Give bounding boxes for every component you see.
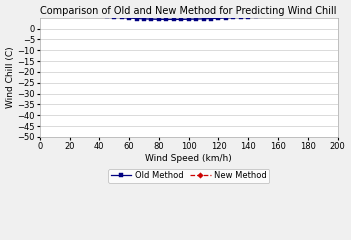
Old Method bbox=[253, 15, 258, 18]
Old Method bbox=[216, 17, 220, 20]
Old Method bbox=[283, 12, 287, 15]
New Method bbox=[82, 0, 87, 2]
Old Method bbox=[73, 8, 78, 11]
Old Method bbox=[224, 16, 228, 19]
Old Method bbox=[164, 18, 168, 21]
New Method bbox=[306, 6, 310, 8]
Old Method bbox=[105, 14, 109, 17]
Y-axis label: Wind Chill (C): Wind Chill (C) bbox=[6, 47, 14, 108]
Old Method bbox=[85, 11, 90, 14]
New Method bbox=[150, 2, 154, 5]
New Method bbox=[224, 4, 228, 7]
New Method bbox=[239, 4, 243, 7]
New Method bbox=[276, 5, 280, 8]
New Method bbox=[187, 3, 191, 6]
New Method bbox=[164, 2, 168, 5]
New Method bbox=[298, 5, 303, 8]
Old Method bbox=[201, 18, 206, 20]
Line: New Method: New Method bbox=[44, 0, 310, 9]
Old Method bbox=[261, 14, 265, 17]
New Method bbox=[120, 1, 124, 4]
New Method bbox=[283, 5, 287, 8]
Old Method bbox=[276, 13, 280, 16]
Old Method bbox=[142, 18, 146, 20]
Old Method bbox=[239, 16, 243, 18]
Old Method bbox=[157, 18, 161, 21]
New Method bbox=[157, 2, 161, 5]
New Method bbox=[71, 0, 75, 1]
New Method bbox=[142, 2, 146, 5]
Old Method bbox=[179, 18, 183, 21]
Old Method bbox=[298, 11, 303, 14]
Old Method bbox=[79, 10, 84, 12]
New Method bbox=[179, 3, 183, 6]
Old Method bbox=[88, 12, 93, 14]
New Method bbox=[112, 0, 117, 3]
Old Method bbox=[61, 3, 66, 6]
Old Method bbox=[209, 17, 213, 20]
X-axis label: Wind Speed (km/h): Wind Speed (km/h) bbox=[145, 154, 232, 163]
New Method bbox=[91, 0, 95, 2]
New Method bbox=[201, 3, 206, 6]
New Method bbox=[94, 0, 99, 2]
New Method bbox=[105, 0, 109, 3]
Line: Old Method: Old Method bbox=[44, 0, 310, 21]
Old Method bbox=[246, 15, 250, 18]
New Method bbox=[73, 0, 78, 1]
Old Method bbox=[77, 9, 81, 12]
Old Method bbox=[55, 0, 60, 3]
New Method bbox=[291, 5, 295, 8]
Legend: Old Method, New Method: Old Method, New Method bbox=[108, 169, 269, 183]
Old Method bbox=[53, 0, 57, 1]
Old Method bbox=[91, 12, 95, 15]
New Method bbox=[88, 0, 93, 2]
New Method bbox=[253, 5, 258, 7]
New Method bbox=[246, 4, 250, 7]
New Method bbox=[216, 4, 220, 7]
Old Method bbox=[127, 17, 131, 19]
Old Method bbox=[97, 13, 101, 16]
Old Method bbox=[187, 18, 191, 21]
New Method bbox=[134, 1, 139, 4]
Old Method bbox=[134, 17, 139, 20]
New Method bbox=[194, 3, 198, 6]
New Method bbox=[127, 1, 131, 4]
Old Method bbox=[231, 16, 236, 19]
Old Method bbox=[59, 2, 63, 5]
Old Method bbox=[291, 12, 295, 14]
New Method bbox=[261, 5, 265, 7]
New Method bbox=[97, 0, 101, 3]
New Method bbox=[231, 4, 236, 7]
Old Method bbox=[65, 5, 69, 8]
Old Method bbox=[82, 10, 87, 13]
New Method bbox=[79, 0, 84, 1]
Old Method bbox=[94, 13, 99, 16]
Old Method bbox=[71, 7, 75, 10]
New Method bbox=[172, 3, 176, 6]
New Method bbox=[209, 4, 213, 6]
Old Method bbox=[269, 13, 273, 16]
New Method bbox=[85, 0, 90, 2]
Old Method bbox=[194, 18, 198, 21]
Old Method bbox=[67, 6, 72, 9]
Old Method bbox=[120, 16, 124, 19]
Old Method bbox=[172, 18, 176, 21]
New Method bbox=[269, 5, 273, 8]
Title: Comparison of Old and New Method for Predicting Wind Chill: Comparison of Old and New Method for Pre… bbox=[40, 6, 337, 16]
Old Method bbox=[112, 15, 117, 18]
New Method bbox=[77, 0, 81, 1]
Old Method bbox=[306, 10, 310, 13]
Old Method bbox=[150, 18, 154, 21]
